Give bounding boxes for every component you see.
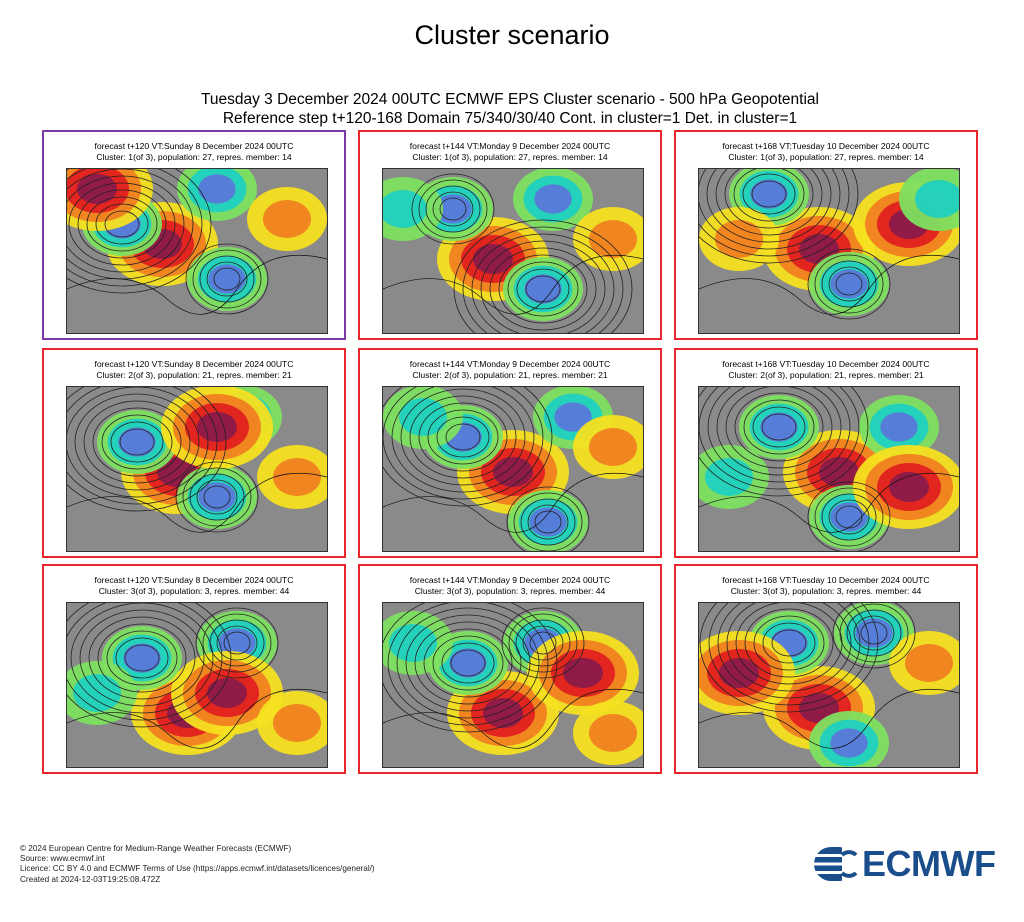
anomaly-field <box>67 603 327 767</box>
anomaly-field <box>699 387 959 551</box>
footer-source: Source: www.ecmwf.int <box>20 854 105 864</box>
anomaly-map <box>382 168 644 334</box>
coastline <box>67 254 327 315</box>
anomaly-map <box>66 386 328 552</box>
panel-forecast-label: forecast t+120 VT:Sunday 8 December 2024… <box>94 359 294 369</box>
geopotential-contours <box>699 169 891 320</box>
panel-c1-t168[interactable]: forecast t+168 VT:Tuesday 10 December 20… <box>674 130 978 340</box>
panel-cluster-label: Cluster: 3(of 3), population: 3, repres.… <box>98 586 290 596</box>
positive-anomaly <box>573 207 643 271</box>
ecmwf-logo: ECMWF <box>812 843 1012 884</box>
negative-anomaly <box>533 387 613 449</box>
anomaly-map <box>698 386 960 552</box>
geopotential-contours <box>67 387 259 533</box>
anomaly-map <box>66 168 328 334</box>
positive-anomaly <box>161 387 273 469</box>
panel-cluster-label: Cluster: 3(of 3), population: 3, repres.… <box>414 586 606 596</box>
panel-forecast-label: forecast t+120 VT:Sunday 8 December 2024… <box>94 575 294 585</box>
panel-forecast-label: forecast t+144 VT:Monday 9 December 2024… <box>409 359 611 369</box>
negative-anomaly <box>383 177 443 241</box>
positive-anomaly <box>853 445 959 529</box>
panel-c1-t120[interactable]: forecast t+120 VT:Sunday 8 December 2024… <box>42 130 346 340</box>
panel-c3-t168[interactable]: forecast t+168 VT:Tuesday 10 December 20… <box>674 564 978 774</box>
positive-anomaly <box>573 701 643 765</box>
chart-subtitle: Tuesday 3 December 2024 00UTC ECMWF EPS … <box>201 91 819 108</box>
cluster-panel-grid: forecast t+120 VT:Sunday 8 December 2024… <box>42 130 982 776</box>
negative-anomaly <box>859 395 939 459</box>
anomaly-map <box>66 602 328 768</box>
footer-copyright: © 2024 European Centre for Medium-Range … <box>20 844 292 853</box>
panel-forecast-label: forecast t+168 VT:Tuesday 10 December 20… <box>722 359 930 369</box>
geopotential-contours <box>383 387 590 551</box>
positive-anomaly <box>573 415 643 479</box>
negative-anomaly <box>97 410 177 474</box>
geopotential-contours <box>411 173 633 333</box>
panel-c2-t120[interactable]: forecast t+120 VT:Sunday 8 December 2024… <box>42 348 346 558</box>
anomaly-field <box>67 169 327 333</box>
panel-cluster-label: Cluster: 1(of 3), population: 27, repres… <box>728 152 924 162</box>
panel-forecast-label: forecast t+168 VT:Tuesday 10 December 20… <box>722 141 930 151</box>
anomaly-map <box>382 386 644 552</box>
chart-reference-info: Reference step t+120-168 Domain 75/340/3… <box>222 110 798 127</box>
panel-c3-t120[interactable]: forecast t+120 VT:Sunday 8 December 2024… <box>42 564 346 774</box>
positive-anomaly <box>699 631 795 715</box>
panel-cluster-label: Cluster: 2(of 3), population: 21, repres… <box>728 370 924 380</box>
panel-c2-t168[interactable]: forecast t+168 VT:Tuesday 10 December 20… <box>674 348 978 558</box>
anomaly-field <box>699 603 959 767</box>
panel-cluster-label: Cluster: 1(of 3), population: 27, repres… <box>412 152 608 162</box>
coastline <box>383 688 643 749</box>
footer-created: Created at 2024-12-03T19:25:08.472Z <box>20 874 161 884</box>
panel-cluster-label: Cluster: 2(of 3), population: 21, repres… <box>96 370 292 380</box>
panel-c1-t144[interactable]: forecast t+144 VT:Monday 9 December 2024… <box>358 130 662 340</box>
coastline <box>699 472 959 533</box>
anomaly-map <box>382 602 644 768</box>
negative-anomaly <box>383 387 463 449</box>
anomaly-field <box>383 603 643 767</box>
geopotential-contours <box>383 603 585 733</box>
geopotential-contours <box>699 387 891 551</box>
panel-c3-t144[interactable]: forecast t+144 VT:Monday 9 December 2024… <box>358 564 662 774</box>
negative-anomaly <box>513 169 593 231</box>
negative-anomaly <box>899 169 959 231</box>
panel-forecast-label: forecast t+168 VT:Tuesday 10 December 20… <box>722 575 930 585</box>
ecmwf-logo-icon <box>812 846 858 882</box>
panel-forecast-label: forecast t+120 VT:Sunday 8 December 2024… <box>94 141 294 151</box>
positive-anomaly <box>257 691 327 755</box>
coastline <box>67 472 327 533</box>
negative-anomaly <box>809 252 889 316</box>
ecmwf-logo-text: ECMWF <box>862 843 996 884</box>
page-title: Cluster scenario <box>414 20 610 50</box>
anomaly-map <box>698 602 960 768</box>
positive-anomaly <box>257 445 327 509</box>
coastline <box>699 254 959 315</box>
panel-c2-t144[interactable]: forecast t+144 VT:Monday 9 December 2024… <box>358 348 662 558</box>
anomaly-field <box>699 169 959 333</box>
negative-anomaly <box>739 395 819 459</box>
footer-credits: © 2024 European Centre for Medium-Range … <box>20 844 375 885</box>
positive-anomaly <box>699 207 779 271</box>
panel-forecast-label: forecast t+144 VT:Monday 9 December 2024… <box>409 575 611 585</box>
negative-anomaly <box>809 711 889 767</box>
negative-anomaly <box>383 611 453 675</box>
positive-anomaly <box>889 631 959 695</box>
anomaly-map <box>698 168 960 334</box>
anomaly-field <box>383 387 643 551</box>
geopotential-contours <box>699 603 916 713</box>
positive-anomaly <box>247 187 327 251</box>
geopotential-contours <box>67 603 279 728</box>
anomaly-field <box>67 387 327 551</box>
negative-anomaly <box>503 257 583 321</box>
panel-cluster-label: Cluster: 1(of 3), population: 27, repres… <box>96 152 292 162</box>
negative-anomaly <box>177 169 257 221</box>
panel-cluster-label: Cluster: 3(of 3), population: 3, repres.… <box>730 586 922 596</box>
footer-licence: Licence: CC BY 4.0 and ECMWF Terms of Us… <box>20 864 375 874</box>
panel-forecast-label: forecast t+144 VT:Monday 9 December 2024… <box>409 141 611 151</box>
coastline <box>383 472 643 533</box>
panel-cluster-label: Cluster: 2(of 3), population: 21, repres… <box>412 370 608 380</box>
coastline <box>699 688 959 749</box>
coastline <box>67 688 327 749</box>
anomaly-field <box>383 169 643 333</box>
coastline <box>383 254 643 315</box>
